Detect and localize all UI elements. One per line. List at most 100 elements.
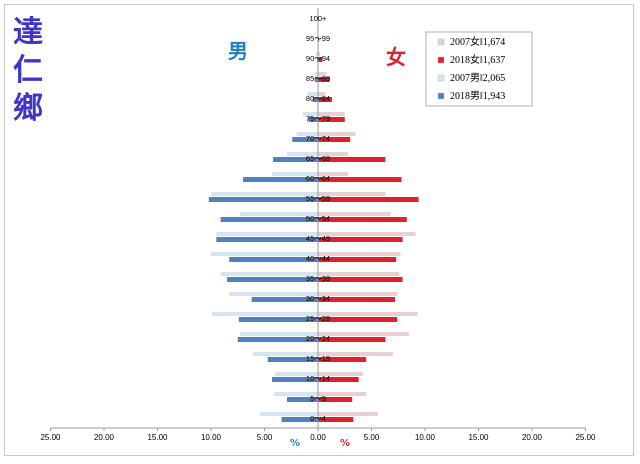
bar-female-2007 xyxy=(318,92,326,96)
x-tick-label: 10.00 xyxy=(201,433,222,442)
bar-female-2007 xyxy=(318,112,345,116)
x-unit-right: % xyxy=(340,438,350,449)
category-label: 30～34 xyxy=(306,294,330,303)
bar-male-2007 xyxy=(260,412,318,416)
bar-male-2018 xyxy=(229,257,318,262)
category-label: 55～59 xyxy=(306,194,330,203)
bar-male-2007 xyxy=(229,292,318,296)
bar-male-2018 xyxy=(220,217,318,222)
bar-male-2018 xyxy=(227,277,318,282)
bar-male-2018 xyxy=(237,337,318,342)
category-label: 90～94 xyxy=(306,54,330,63)
bar-female-2007 xyxy=(318,172,348,176)
x-tick-label: 15.00 xyxy=(147,433,168,442)
bar-male-2007 xyxy=(307,92,318,96)
bar-male-2018 xyxy=(314,77,318,82)
bar-female-2018 xyxy=(318,377,359,382)
category-label: 10～14 xyxy=(306,374,330,383)
bar-male-2018 xyxy=(286,397,318,402)
category-label: 35～39 xyxy=(306,274,330,283)
category-label: 75～79 xyxy=(306,114,330,123)
bar-female-2018 xyxy=(318,137,351,142)
bar-male-2018 xyxy=(292,137,318,142)
category-label: 70～74 xyxy=(306,134,330,143)
township-title: 達 仁 鄉 xyxy=(8,14,48,128)
title-char: 達 xyxy=(13,15,43,50)
bar-male-2007 xyxy=(220,272,318,276)
bar-male-2007 xyxy=(296,132,318,136)
bar-female-2007 xyxy=(318,412,378,416)
category-label: 40～44 xyxy=(306,254,330,263)
category-label: 45～49 xyxy=(306,234,330,243)
bar-female-2007 xyxy=(318,372,363,376)
bar-female-2018 xyxy=(318,57,323,62)
bar-male-2007 xyxy=(252,352,318,356)
legend-entry: 2007女‖1,674 xyxy=(450,35,505,48)
bar-female-2018 xyxy=(318,157,386,162)
bar-male-2018 xyxy=(316,57,318,62)
legend-swatch xyxy=(437,56,445,64)
legend-swatch xyxy=(437,74,445,82)
bar-male-2018 xyxy=(216,237,318,242)
bar-male-2007 xyxy=(303,112,318,116)
category-label: 100+ xyxy=(310,14,328,23)
bar-male-2007 xyxy=(239,332,318,336)
bar-male-2007 xyxy=(271,172,318,176)
bar-male-2007 xyxy=(275,372,318,376)
legend-swatch xyxy=(437,92,445,100)
category-label: 50～54 xyxy=(306,214,330,223)
category-label: 95～99 xyxy=(306,34,330,43)
legend-entry: 2018男‖1,943 xyxy=(450,90,505,102)
x-tick-label: 15.00 xyxy=(468,433,489,442)
female-label: 女 xyxy=(386,45,406,69)
bar-male-2018 xyxy=(208,197,318,202)
bar-female-2018 xyxy=(318,177,402,182)
bar-female-2018 xyxy=(318,397,353,402)
category-label: 85～89 xyxy=(306,74,330,83)
bar-female-2018 xyxy=(318,337,386,342)
bar-female-2018 xyxy=(318,237,403,242)
bar-male-2007 xyxy=(286,152,318,156)
category-label: 25～29 xyxy=(306,314,330,323)
bar-female-2018 xyxy=(318,317,398,322)
title-char: 鄉 xyxy=(13,91,43,126)
bar-female-2007 xyxy=(318,212,391,216)
bar-female-2007 xyxy=(318,252,401,256)
bar-female-2007 xyxy=(318,312,418,316)
bar-male-2018 xyxy=(281,417,318,422)
bar-male-2007 xyxy=(315,52,318,56)
bar-female-2018 xyxy=(318,197,419,202)
bar-female-2018 xyxy=(318,217,407,222)
bar-female-2007 xyxy=(318,152,348,156)
legend-entry: 2018女‖1,637 xyxy=(450,53,505,66)
bar-male-2007 xyxy=(274,392,318,396)
x-unit-left: % xyxy=(290,438,300,449)
bar-female-2007 xyxy=(318,352,393,356)
bar-female-2018 xyxy=(318,257,397,262)
bar-male-2018 xyxy=(243,177,318,182)
x-tick-label: 25.00 xyxy=(40,433,61,442)
x-tick-label: 0.00 xyxy=(310,433,326,442)
x-tick-label: 10.00 xyxy=(415,433,436,442)
category-label: 0～4 xyxy=(310,414,326,423)
bar-female-2018 xyxy=(318,357,367,362)
bar-female-2007 xyxy=(318,292,398,296)
bar-male-2007 xyxy=(211,252,318,256)
category-label: 20～24 xyxy=(306,334,330,343)
legend-swatch xyxy=(437,38,445,46)
bar-male-2007 xyxy=(239,212,318,216)
category-label: 60～64 xyxy=(306,174,330,183)
bar-female-2007 xyxy=(318,72,327,76)
category-label: 5～9 xyxy=(310,394,326,403)
bar-female-2007 xyxy=(318,132,356,136)
bar-male-2007 xyxy=(216,232,318,236)
bar-female-2007 xyxy=(318,192,386,196)
x-tick-label: 20.00 xyxy=(522,433,543,442)
bar-male-2018 xyxy=(273,157,318,162)
bar-male-2018 xyxy=(312,97,318,102)
bar-female-2018 xyxy=(318,117,345,122)
bar-female-2007 xyxy=(318,332,409,336)
bar-female-2018 xyxy=(318,417,354,422)
legend-entry: 2007男‖2,065 xyxy=(450,72,505,84)
